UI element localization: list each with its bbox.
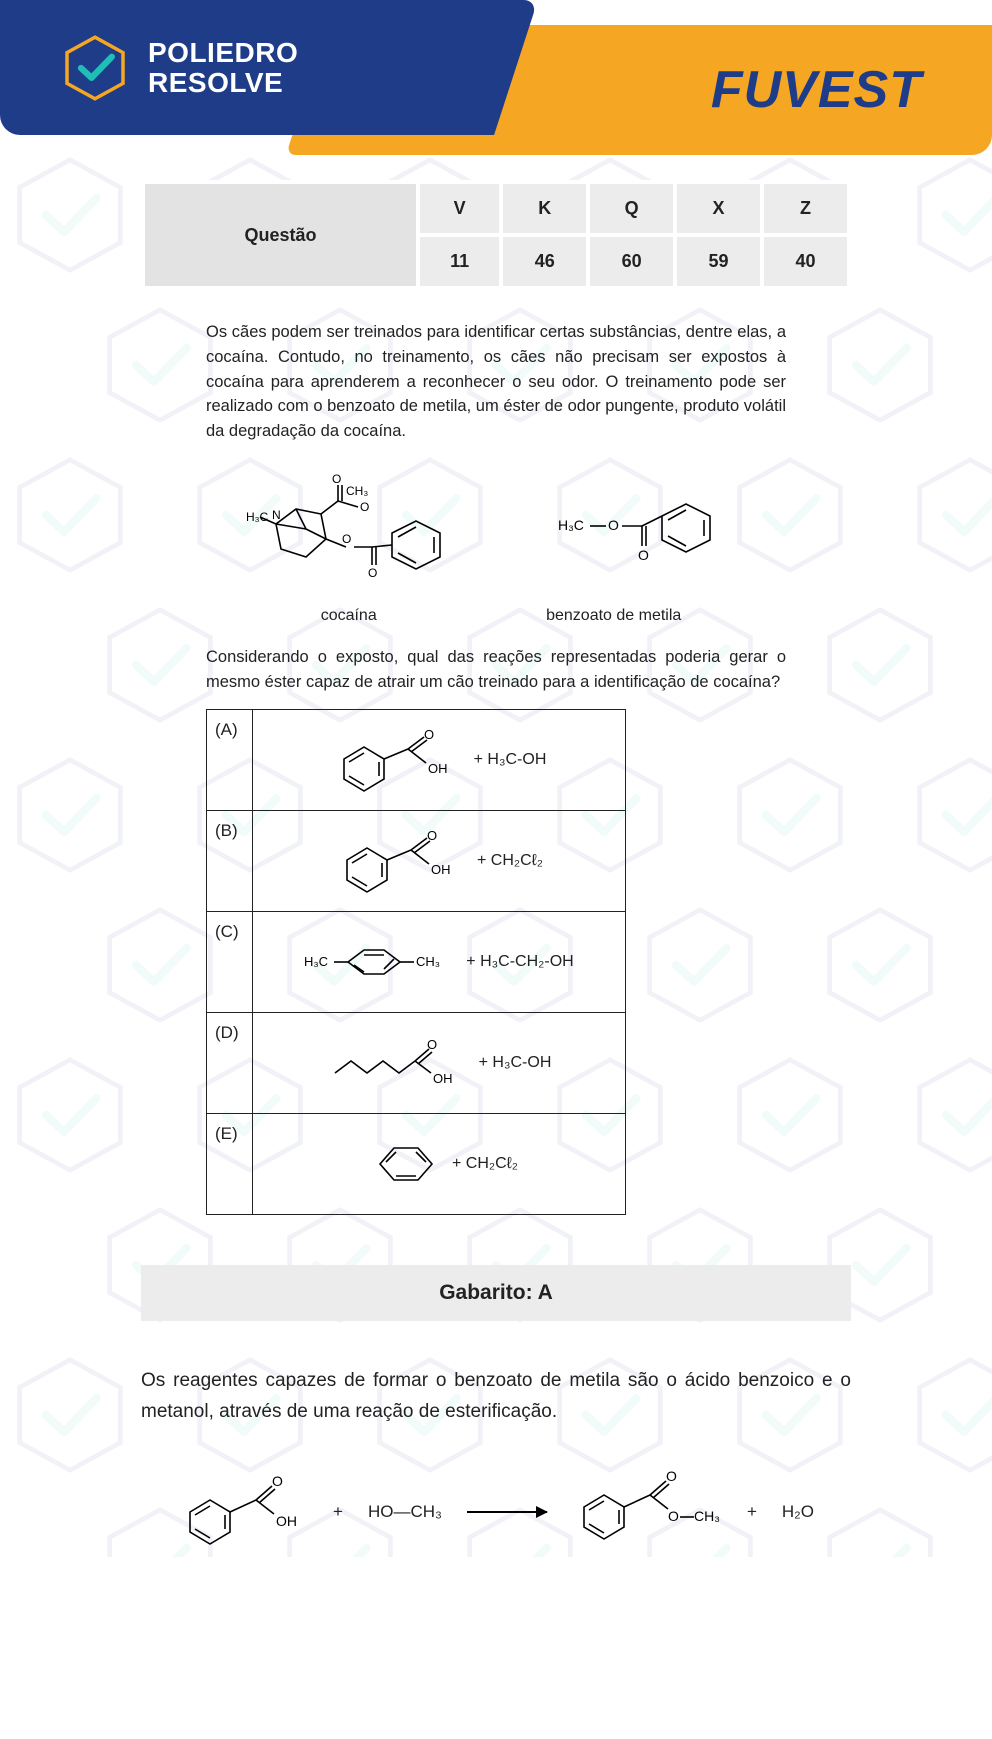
methyl-benzoate-structure-icon: H₃C O O xyxy=(556,484,746,584)
svg-text:OH: OH xyxy=(428,761,448,776)
option-d-reagent: + H₃C-OH xyxy=(479,1054,552,1072)
cocaine-structure-icon: H₃C N O O CH₃ O O xyxy=(246,469,476,599)
svg-text:O: O xyxy=(332,472,341,486)
option-b-reagent: + CH₂Cℓ₂ xyxy=(477,852,543,870)
svg-text:CH₃: CH₃ xyxy=(416,954,440,969)
options-table: (A) O xyxy=(206,709,626,1215)
svg-text:H₃C: H₃C xyxy=(246,510,269,524)
svg-text:O: O xyxy=(272,1473,283,1489)
svg-text:O: O xyxy=(668,1508,679,1524)
question-body: Os cães podem ser treinados para identif… xyxy=(206,320,786,1215)
svg-text:CH₃: CH₃ xyxy=(694,1508,720,1524)
methanol-text: HO—CH₃ xyxy=(368,1502,442,1522)
poliedro-logo-icon xyxy=(60,33,130,103)
val-Z: 40 xyxy=(762,235,849,288)
svg-text:O: O xyxy=(608,517,619,533)
col-V: V xyxy=(418,182,501,235)
answer-explanation: Os reagentes capazes de formar o benzoat… xyxy=(141,1366,851,1427)
val-X: 59 xyxy=(675,235,762,288)
option-label-e: (E) xyxy=(207,1114,253,1215)
question-number-table: Questão V K Q X Z 11 46 60 59 40 xyxy=(141,180,851,290)
val-Q: 60 xyxy=(588,235,675,288)
brand-text: POLIEDRO RESOLVE xyxy=(148,38,298,97)
p-xylene-struct-icon: H₃C CH₃ xyxy=(304,932,454,992)
brand-line2: RESOLVE xyxy=(148,68,298,97)
svg-text:H₃C: H₃C xyxy=(304,954,328,969)
label-cocaine: cocaína xyxy=(321,607,377,625)
svg-text:O: O xyxy=(427,1037,437,1052)
benzene-struct-icon xyxy=(360,1132,440,1196)
option-row-c: (C) H₃C CH₃ xyxy=(207,912,626,1013)
option-label-a: (A) xyxy=(207,710,253,811)
exam-name: FUVEST xyxy=(711,60,922,120)
svg-text:O: O xyxy=(360,500,369,514)
svg-text:O: O xyxy=(342,532,351,546)
pentanoic-acid-struct-icon: O OH xyxy=(327,1033,467,1093)
svg-text:OH: OH xyxy=(433,1071,453,1086)
svg-text:N: N xyxy=(272,508,281,522)
svg-text:O: O xyxy=(368,566,377,580)
option-row-d: (D) O OH + xyxy=(207,1013,626,1114)
svg-text:O: O xyxy=(424,727,434,742)
svg-text:O: O xyxy=(427,828,437,843)
option-label-d: (D) xyxy=(207,1013,253,1114)
benzoic-acid-icon: O OH xyxy=(178,1472,308,1552)
option-row-e: (E) + CH₂Cℓ₂ xyxy=(207,1114,626,1215)
col-Z: Z xyxy=(762,182,849,235)
reaction-arrow-icon xyxy=(467,1511,547,1513)
val-K: 46 xyxy=(501,235,588,288)
brand-line1: POLIEDRO xyxy=(148,38,298,67)
plus-1: + xyxy=(333,1502,343,1522)
option-row-b: (B) O xyxy=(207,811,626,912)
svg-text:OH: OH xyxy=(431,862,451,877)
option-label-b: (B) xyxy=(207,811,253,912)
col-Q: Q xyxy=(588,182,675,235)
benzoic-acid-struct-icon: O OH xyxy=(335,826,465,896)
svg-text:H₃C: H₃C xyxy=(558,517,584,533)
question-text: Os cães podem ser treinados para identif… xyxy=(206,320,786,444)
option-row-a: (A) O xyxy=(207,710,626,811)
plus-2: + xyxy=(747,1502,757,1522)
col-X: X xyxy=(675,182,762,235)
svg-text:O: O xyxy=(666,1468,677,1484)
structure-labels: cocaína benzoato de metila xyxy=(206,607,786,625)
option-a-reagent: + H₃C-OH xyxy=(474,751,547,769)
answer-bar: Gabarito: A xyxy=(141,1265,851,1321)
benzoic-acid-struct-icon: O OH xyxy=(332,725,462,795)
reference-structures: H₃C N O O CH₃ O O xyxy=(206,469,786,599)
option-e-reagent: + CH₂Cℓ₂ xyxy=(452,1155,518,1173)
header: FUVEST POLIEDRO RESOLVE xyxy=(0,0,992,155)
svg-text:O: O xyxy=(638,547,649,563)
water-text: H₂O xyxy=(782,1502,814,1522)
esterification-reaction: O OH + HO—CH₃ O O CH₃ + xyxy=(141,1467,851,1557)
col-K: K xyxy=(501,182,588,235)
question-prompt: Considerando o exposto, qual das reações… xyxy=(206,645,786,695)
methyl-benzoate-product-icon: O O CH₃ xyxy=(572,1467,722,1557)
option-c-reagent: + H₃C-CH₂-OH xyxy=(466,953,573,971)
question-row-label: Questão xyxy=(143,182,418,288)
label-benzoate: benzoato de metila xyxy=(546,607,681,625)
svg-text:OH: OH xyxy=(276,1513,297,1529)
option-label-c: (C) xyxy=(207,912,253,1013)
svg-text:CH₃: CH₃ xyxy=(346,484,368,498)
header-blue-panel: POLIEDRO RESOLVE xyxy=(0,0,480,135)
val-V: 11 xyxy=(418,235,501,288)
